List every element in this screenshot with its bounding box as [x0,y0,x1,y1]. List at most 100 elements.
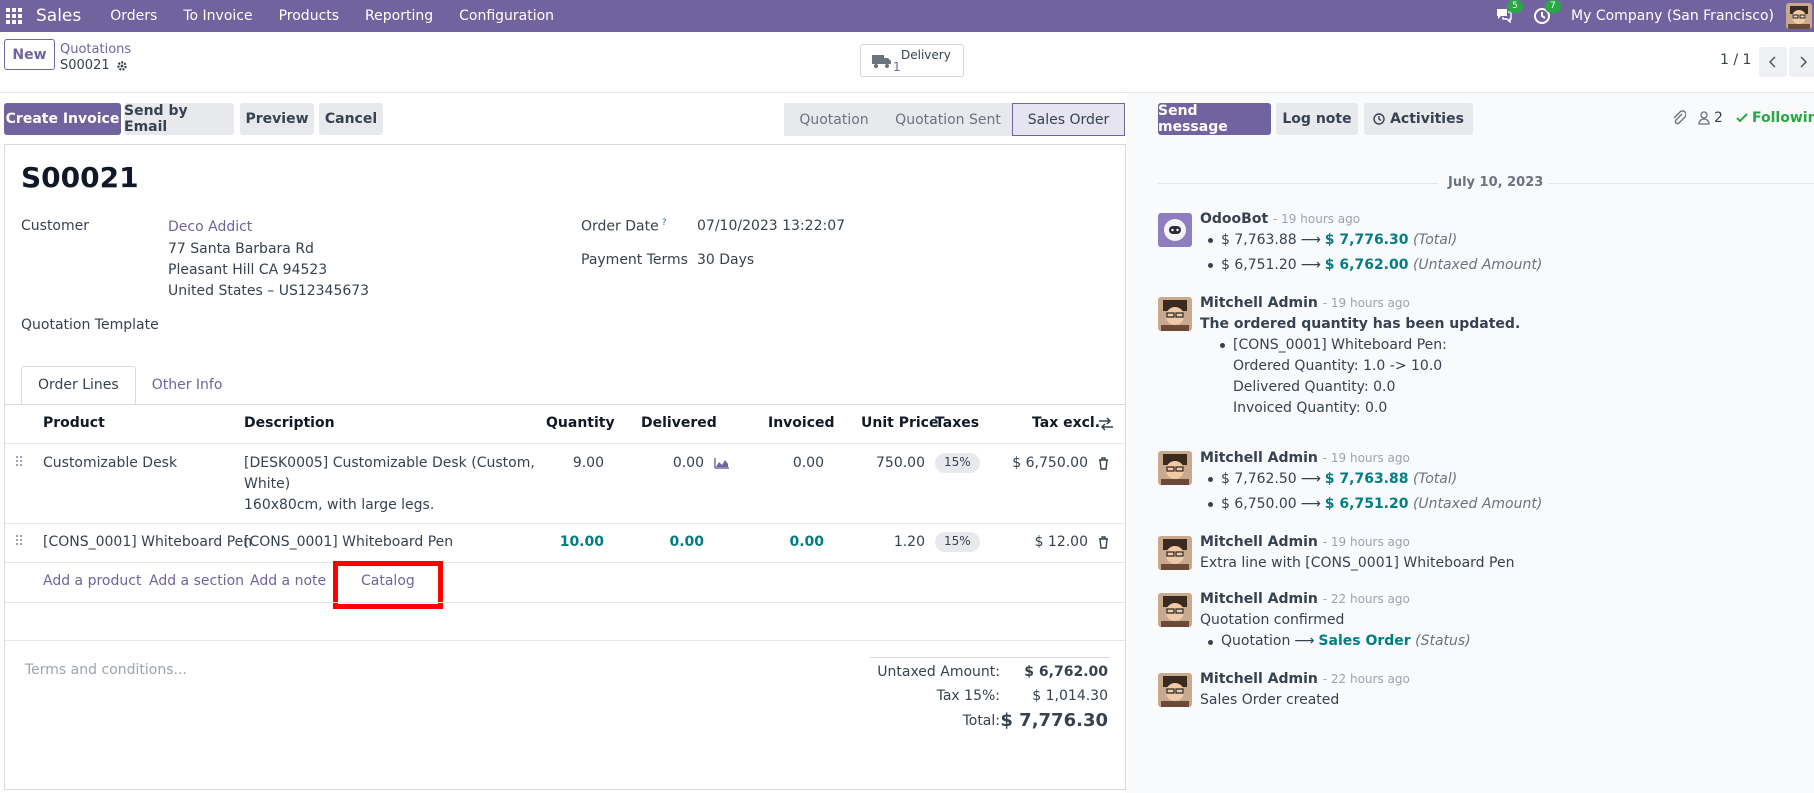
col-delivered[interactable]: Delivered [641,415,717,431]
line-unit-price[interactable]: 750.00 [876,455,925,471]
activities-count-badge: 7 [1545,0,1561,13]
line-description[interactable]: [CONS_0001] Whiteboard Pen [244,534,454,550]
user-avatar[interactable] [1158,297,1192,331]
clock-icon [1373,113,1385,125]
messages-button[interactable]: 5 [1495,0,1523,25]
col-unit-price[interactable]: Unit Price [861,415,939,431]
line-quantity[interactable]: 9.00 [572,455,604,471]
row-divider [5,523,1125,524]
clock-icon [1534,8,1551,24]
customer-field[interactable]: Deco Addict [168,219,253,235]
delivery-smart-button[interactable]: Delivery 1 [860,44,964,77]
line-description[interactable]: [DESK0005] Customizable Desk (Custom, [244,455,535,471]
truck-icon [872,54,891,68]
drag-handle-icon[interactable]: ⠿ [14,534,25,550]
col-taxes[interactable]: Taxes [935,415,980,431]
col-tax-excl[interactable]: Tax excl. [1032,415,1101,431]
col-description[interactable]: Description [244,415,335,431]
paperclip-icon[interactable] [1672,110,1686,126]
pager-next-button[interactable] [1789,47,1814,77]
forecast-chart-icon[interactable] [714,457,730,469]
menu-reporting[interactable]: Reporting [365,8,434,24]
line-product[interactable]: Customizable Desk [43,455,178,471]
trash-icon[interactable] [1098,457,1109,470]
delivery-label: Delivery [901,47,951,62]
message-body: Quotation confirmed [1200,612,1345,628]
user-avatar[interactable] [1786,3,1812,29]
user-avatar[interactable] [1158,593,1192,627]
status-quotation[interactable]: Quotation [784,103,884,136]
add-note-link[interactable]: Add a note [250,573,327,589]
terms-and-conditions-field[interactable]: Terms and conditions... [25,662,187,678]
col-invoiced[interactable]: Invoiced [768,415,835,431]
chatter-panel [1127,93,1814,793]
message-author[interactable]: Mitchell Admin - 22 hours ago [1200,591,1410,607]
tax-badge[interactable]: 15% [935,532,980,552]
gear-icon[interactable] [116,60,128,72]
new-button[interactable]: New [4,39,55,70]
line-quantity[interactable]: 10.00 [559,534,604,550]
optional-columns-icon[interactable] [1098,417,1114,431]
add-section-link[interactable]: Add a section [149,573,245,589]
following-button[interactable]: Following [1736,110,1814,126]
payment-terms-field[interactable]: 30 Days [697,252,755,268]
totals-divider [870,657,1110,658]
cancel-button[interactable]: Cancel [319,103,383,135]
message-body: Sales Order created [1200,692,1340,708]
help-icon[interactable]: ? [661,218,667,228]
trash-icon[interactable] [1098,536,1109,549]
message-author[interactable]: Mitchell Admin - 22 hours ago [1200,671,1410,687]
line-delivered[interactable]: 0.00 [672,455,704,471]
line-description[interactable]: 160x80cm, with large legs. [244,497,435,513]
menu-configuration[interactable]: Configuration [459,8,555,24]
catalog-link[interactable]: Catalog [361,573,415,589]
pager-value[interactable]: 1 / 1 [1720,52,1752,68]
drag-handle-icon[interactable]: ⠿ [14,455,25,471]
activities-button[interactable]: 7 [1533,0,1561,25]
create-invoice-button[interactable]: Create Invoice [4,103,121,135]
send-message-button[interactable]: Send message [1158,103,1271,135]
address-line: 77 Santa Barbara Rd [168,241,314,257]
user-avatar[interactable] [1158,536,1192,570]
col-quantity[interactable]: Quantity [546,415,615,431]
apps-menu-icon[interactable] [6,8,22,24]
user-avatar[interactable] [1158,451,1192,485]
menu-to-invoice[interactable]: To Invoice [183,8,253,24]
log-note-button[interactable]: Log note [1276,103,1358,135]
col-product[interactable]: Product [43,415,105,431]
menu-products[interactable]: Products [278,8,340,24]
line-invoiced[interactable]: 0.00 [789,534,824,550]
line-description[interactable]: White) [244,476,291,492]
tab-other-info[interactable]: Other Info [151,377,223,393]
line-product[interactable]: [CONS_0001] Whiteboard Pen [43,534,253,550]
bullet [1208,263,1213,268]
odoobot-avatar[interactable] [1158,213,1192,247]
line-invoiced[interactable]: 0.00 [792,455,824,471]
line-delivered[interactable]: 0.00 [669,534,704,550]
activities-button[interactable]: Activities [1364,103,1473,135]
breadcrumb: Quotations S00021 [60,42,131,73]
line-unit-price[interactable]: 1.20 [893,534,925,550]
order-date-field[interactable]: 07/10/2023 13:22:07 [697,218,846,234]
preview-button[interactable]: Preview [240,103,314,135]
message-author[interactable]: Mitchell Admin - 19 hours ago [1200,450,1410,466]
pager-previous-button[interactable] [1759,47,1787,77]
message-author[interactable]: Mitchell Admin - 19 hours ago [1200,295,1410,311]
tax-badge[interactable]: 15% [935,453,980,473]
followers-button[interactable]: 2 [1698,110,1723,126]
send-by-email-button[interactable]: Send by Email [124,103,234,135]
untaxed-amount-value: $ 6,762.00 [1024,664,1108,680]
app-name[interactable]: Sales [36,6,82,26]
tab-divider [5,404,1125,405]
add-product-link[interactable]: Add a product [43,573,142,589]
status-quotation-sent[interactable]: Quotation Sent [884,103,1012,136]
message-author[interactable]: OdooBot - 19 hours ago [1200,211,1361,227]
status-sales-order[interactable]: Sales Order [1012,103,1125,136]
company-switcher[interactable]: My Company (San Francisco) [1571,8,1774,24]
user-avatar[interactable] [1158,673,1192,707]
message-author[interactable]: Mitchell Admin - 19 hours ago [1200,534,1410,550]
breadcrumb-quotations[interactable]: Quotations [60,42,132,57]
tab-order-lines[interactable]: Order Lines [21,366,136,404]
menu-orders[interactable]: Orders [110,8,158,24]
message-body-line: Delivered Quantity: 0.0 [1233,379,1396,395]
